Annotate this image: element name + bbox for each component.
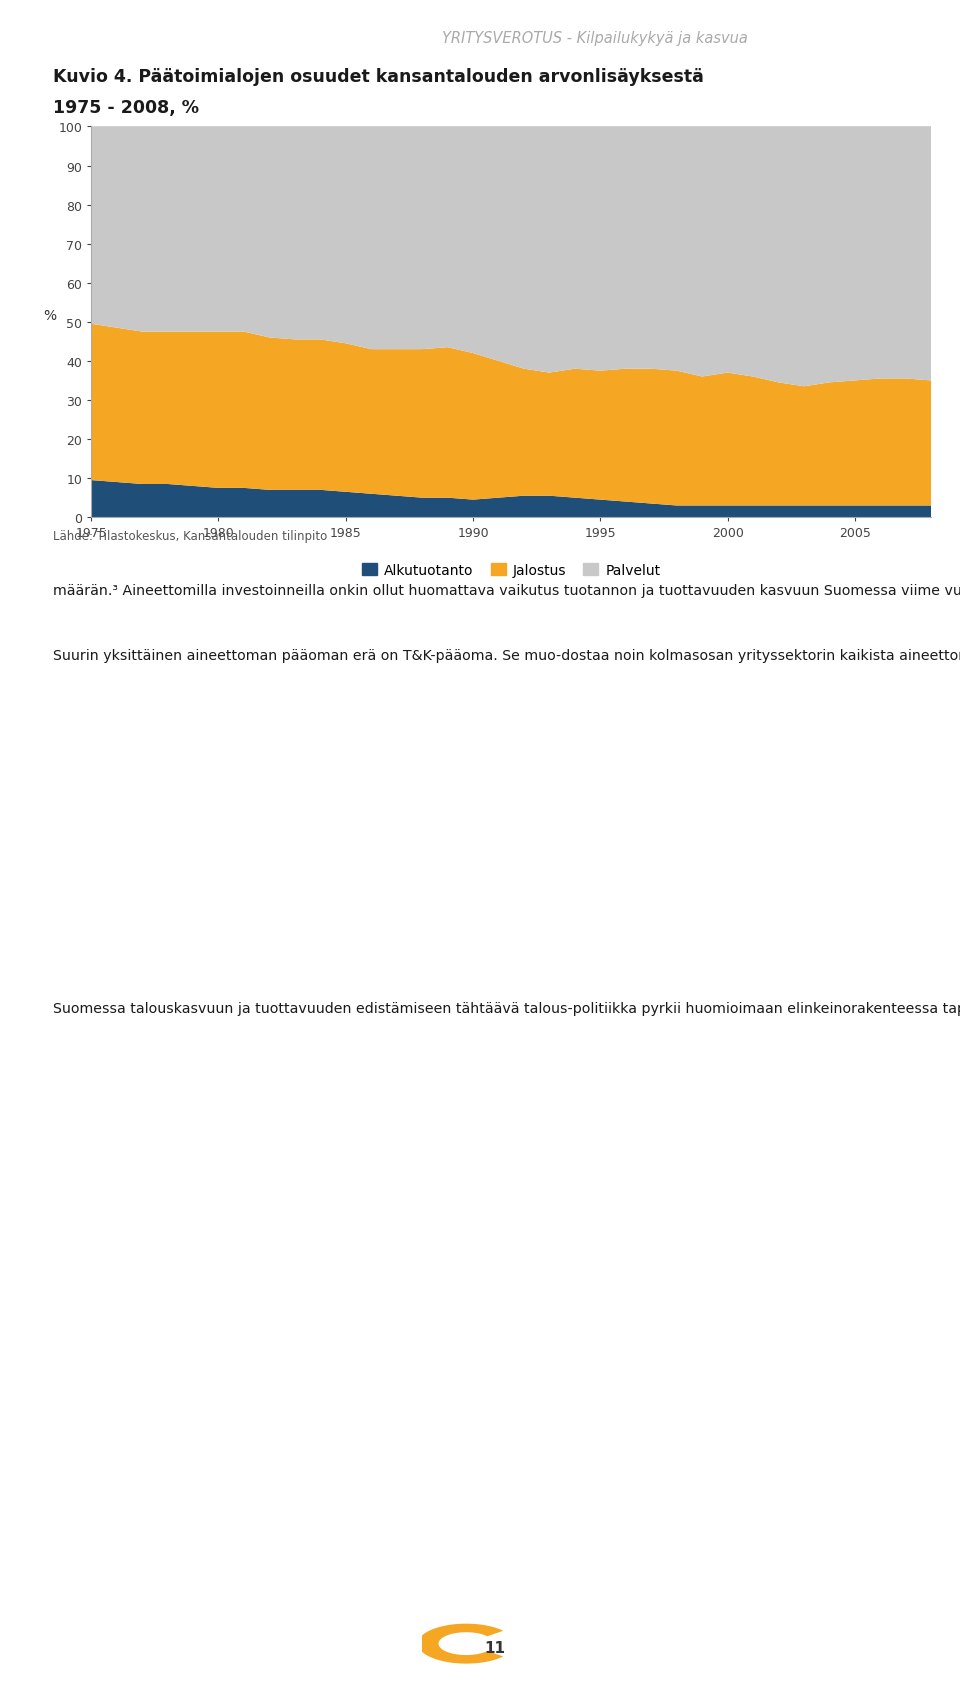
Text: määrän.³ Aineettomilla investoinneilla onkin ollut huomattava vaikutus tuotannon: määrän.³ Aineettomilla investoinneilla o… xyxy=(53,584,960,598)
Wedge shape xyxy=(418,1623,503,1664)
Text: Suomessa talouskasvuun ja tuottavuuden edistämiseen tähtäävä talous-politiikka p: Suomessa talouskasvuun ja tuottavuuden e… xyxy=(53,1002,960,1015)
Text: YRITYSVEROTUS - Kilpailukykyä ja kasvua: YRITYSVEROTUS - Kilpailukykyä ja kasvua xyxy=(443,31,748,46)
Text: Suurin yksittäinen aineettoman pääoman erä on T&K-pääoma. Se muo-dostaa noin kol: Suurin yksittäinen aineettoman pääoman e… xyxy=(53,649,960,662)
Legend: Alkutuotanto, Jalostus, Palvelut: Alkutuotanto, Jalostus, Palvelut xyxy=(356,559,666,582)
Y-axis label: %: % xyxy=(43,309,57,323)
Text: 11: 11 xyxy=(484,1640,505,1654)
Text: Kuvio 4. Päätoimialojen osuudet kansantalouden arvonlisäyksestä: Kuvio 4. Päätoimialojen osuudet kansanta… xyxy=(53,68,704,87)
Text: Lähde: Tilastokeskus, Kansantalouden tilinpito: Lähde: Tilastokeskus, Kansantalouden til… xyxy=(53,530,327,543)
Text: 1975 - 2008, %: 1975 - 2008, % xyxy=(53,98,199,117)
